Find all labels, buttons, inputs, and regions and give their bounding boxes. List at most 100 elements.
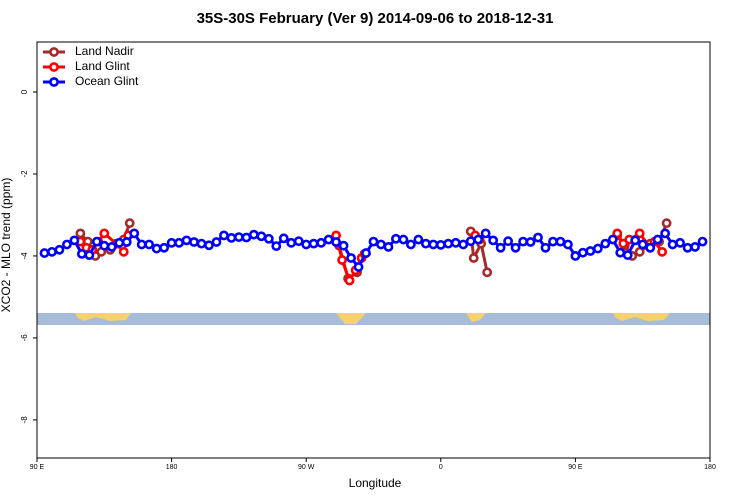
point: [690, 242, 700, 252]
point: [144, 239, 155, 250]
point: [263, 233, 274, 244]
x-tick-label: 90 E: [568, 464, 583, 471]
point: [697, 236, 708, 247]
point: [570, 251, 581, 261]
point: [660, 228, 671, 239]
point: [99, 240, 110, 251]
point: [151, 243, 162, 254]
point: [308, 238, 319, 249]
y-axis-label: XCO2 - MLO trend (ppm): [0, 178, 13, 313]
point: [91, 236, 102, 247]
point: [166, 237, 177, 248]
point: [129, 228, 140, 239]
legend-marker: [49, 62, 59, 72]
point: [62, 239, 72, 250]
point: [495, 242, 506, 253]
plot-frame: [36, 41, 711, 459]
x-tick-label: 180: [166, 464, 178, 471]
point: [76, 248, 87, 259]
point: [248, 229, 259, 240]
y-tick-label: -8: [20, 416, 29, 424]
point: [99, 228, 110, 239]
point: [174, 237, 184, 248]
point: [510, 242, 521, 253]
point: [405, 239, 416, 250]
point: [465, 236, 476, 247]
point: [196, 238, 207, 249]
land-map-strip: [37, 313, 710, 325]
point: [473, 234, 484, 245]
point: [661, 218, 672, 229]
point: [181, 235, 192, 246]
point: [301, 239, 312, 250]
point: [368, 236, 379, 247]
point: [338, 240, 349, 251]
point: [480, 228, 491, 239]
point: [211, 237, 222, 247]
point: [69, 235, 80, 246]
point: [47, 246, 57, 257]
series-line: [79, 231, 664, 285]
point: [337, 255, 347, 265]
point: [323, 234, 334, 245]
point: [563, 239, 573, 250]
point: [428, 239, 439, 250]
point: [159, 242, 170, 253]
point: [189, 237, 199, 247]
point: [233, 232, 244, 242]
point: [622, 250, 633, 261]
point: [645, 242, 656, 253]
y-tick-label: -2: [20, 170, 29, 178]
point: [75, 228, 86, 239]
point: [361, 248, 371, 258]
y-tick-label: 0: [20, 89, 29, 94]
point: [482, 267, 493, 278]
point: [503, 236, 513, 247]
point: [293, 236, 304, 247]
point: [271, 241, 282, 252]
x-tick-label: 90 W: [298, 464, 315, 471]
point: [540, 242, 551, 253]
point: [121, 237, 132, 247]
y-tick-label: -4: [20, 252, 29, 260]
point: [346, 253, 356, 263]
point: [600, 238, 611, 249]
x-axis-label: Longitude: [349, 476, 402, 490]
point: [615, 247, 626, 258]
legend-marker: [49, 47, 59, 57]
point: [548, 236, 558, 247]
point: [226, 233, 237, 243]
point: [458, 239, 469, 250]
point: [124, 218, 135, 229]
x-tick-label: 0: [439, 464, 443, 471]
point: [286, 237, 297, 248]
point: [413, 234, 424, 245]
point: [118, 246, 129, 257]
point: [383, 242, 394, 252]
point: [468, 253, 479, 263]
point: [525, 237, 536, 247]
point: [488, 235, 499, 246]
point: [114, 237, 125, 248]
x-tick-label: 180: [704, 464, 716, 471]
point: [682, 242, 693, 253]
legend-label: Land Nadir: [75, 44, 134, 58]
point: [241, 232, 252, 243]
point: [420, 238, 431, 249]
x-tick-label: 90 E: [30, 464, 45, 471]
point: [316, 237, 327, 248]
point: [555, 236, 566, 247]
legend-label: Ocean Glint: [75, 74, 139, 88]
point: [518, 236, 528, 247]
point: [204, 240, 214, 251]
point: [652, 234, 663, 245]
point: [657, 246, 668, 257]
point: [344, 275, 355, 286]
point: [39, 248, 50, 258]
point: [398, 234, 409, 245]
point: [331, 237, 342, 247]
point: [84, 250, 95, 261]
point: [612, 228, 623, 239]
point: [675, 237, 685, 248]
